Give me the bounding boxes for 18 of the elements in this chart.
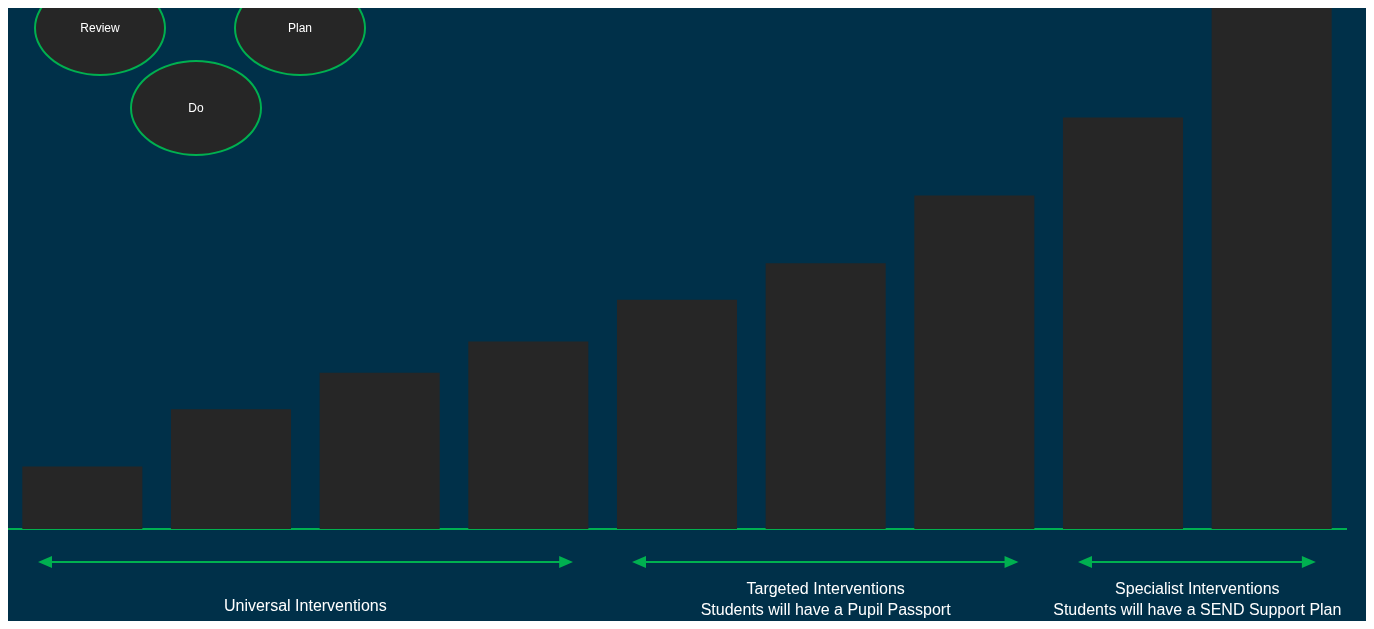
- bar: [468, 341, 589, 529]
- ellipse: Review: [34, 8, 166, 76]
- annotation: Do: [188, 101, 204, 115]
- ellipse: Plan: [234, 8, 366, 76]
- text: Universal Interventions: [222, 596, 388, 616]
- bar: [616, 299, 738, 529]
- text: Specialist Interventions Students will have a SEND Support Plan: [1052, 579, 1343, 620]
- bar: [914, 195, 1035, 529]
- bar: [765, 263, 886, 529]
- bar: [1211, 8, 1332, 529]
- annotation: Review: [80, 21, 120, 35]
- bar: [319, 372, 440, 529]
- bar: [170, 409, 292, 529]
- bar: [22, 466, 143, 529]
- ellipse: Do: [130, 60, 262, 156]
- bar: [1062, 117, 1184, 529]
- text: Targeted Interventions Students will have a Pupil Passport: [699, 579, 952, 620]
- annotation: Plan: [287, 21, 313, 35]
